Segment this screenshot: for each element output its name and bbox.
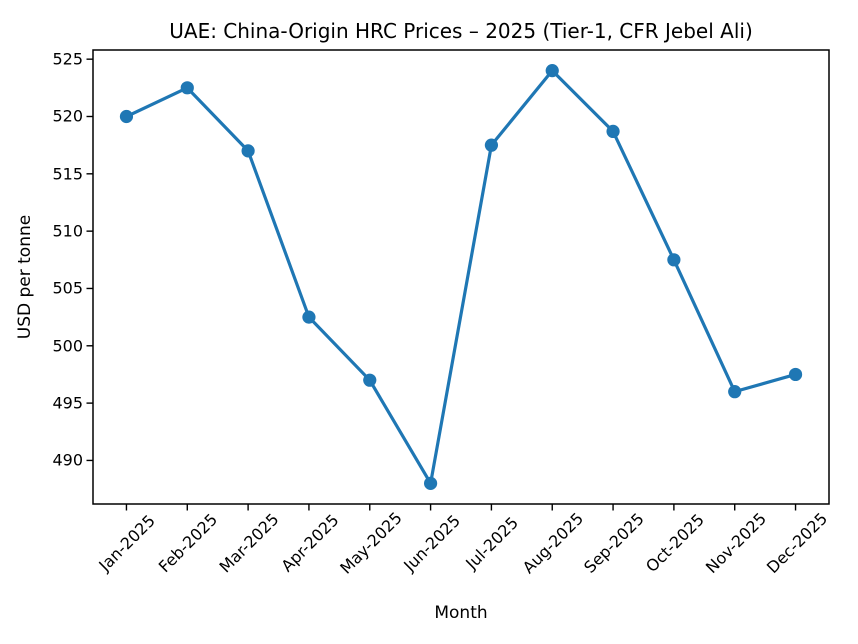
y-tick-label: 505 — [52, 278, 83, 298]
data-point-marker — [180, 81, 194, 95]
y-tick-label: 495 — [52, 393, 83, 413]
price-line — [124, 69, 798, 485]
chart-title: UAE: China-Origin HRC Prices – 2025 (Tie… — [169, 19, 753, 43]
data-point-marker — [363, 373, 377, 387]
data-point-marker — [423, 476, 438, 490]
data-point-marker — [119, 109, 134, 124]
y-tick-label: 490 — [52, 450, 83, 470]
data-point-marker — [728, 385, 742, 399]
y-tick-label: 500 — [52, 336, 83, 356]
data-point-marker — [788, 367, 803, 382]
y-tick-label: 515 — [52, 164, 83, 184]
data-point-marker — [302, 310, 316, 324]
y-tick-label: 525 — [52, 49, 83, 69]
y-tick-label: 520 — [52, 106, 83, 126]
data-point-marker — [667, 253, 681, 267]
data-point-marker — [484, 138, 499, 152]
data-point-marker — [241, 144, 255, 158]
data-point-marker — [545, 64, 559, 78]
data-point-marker — [606, 124, 620, 138]
x-axis-label: Month — [434, 603, 488, 623]
plot-border — [92, 49, 830, 505]
y-tick-label: 510 — [52, 221, 83, 241]
